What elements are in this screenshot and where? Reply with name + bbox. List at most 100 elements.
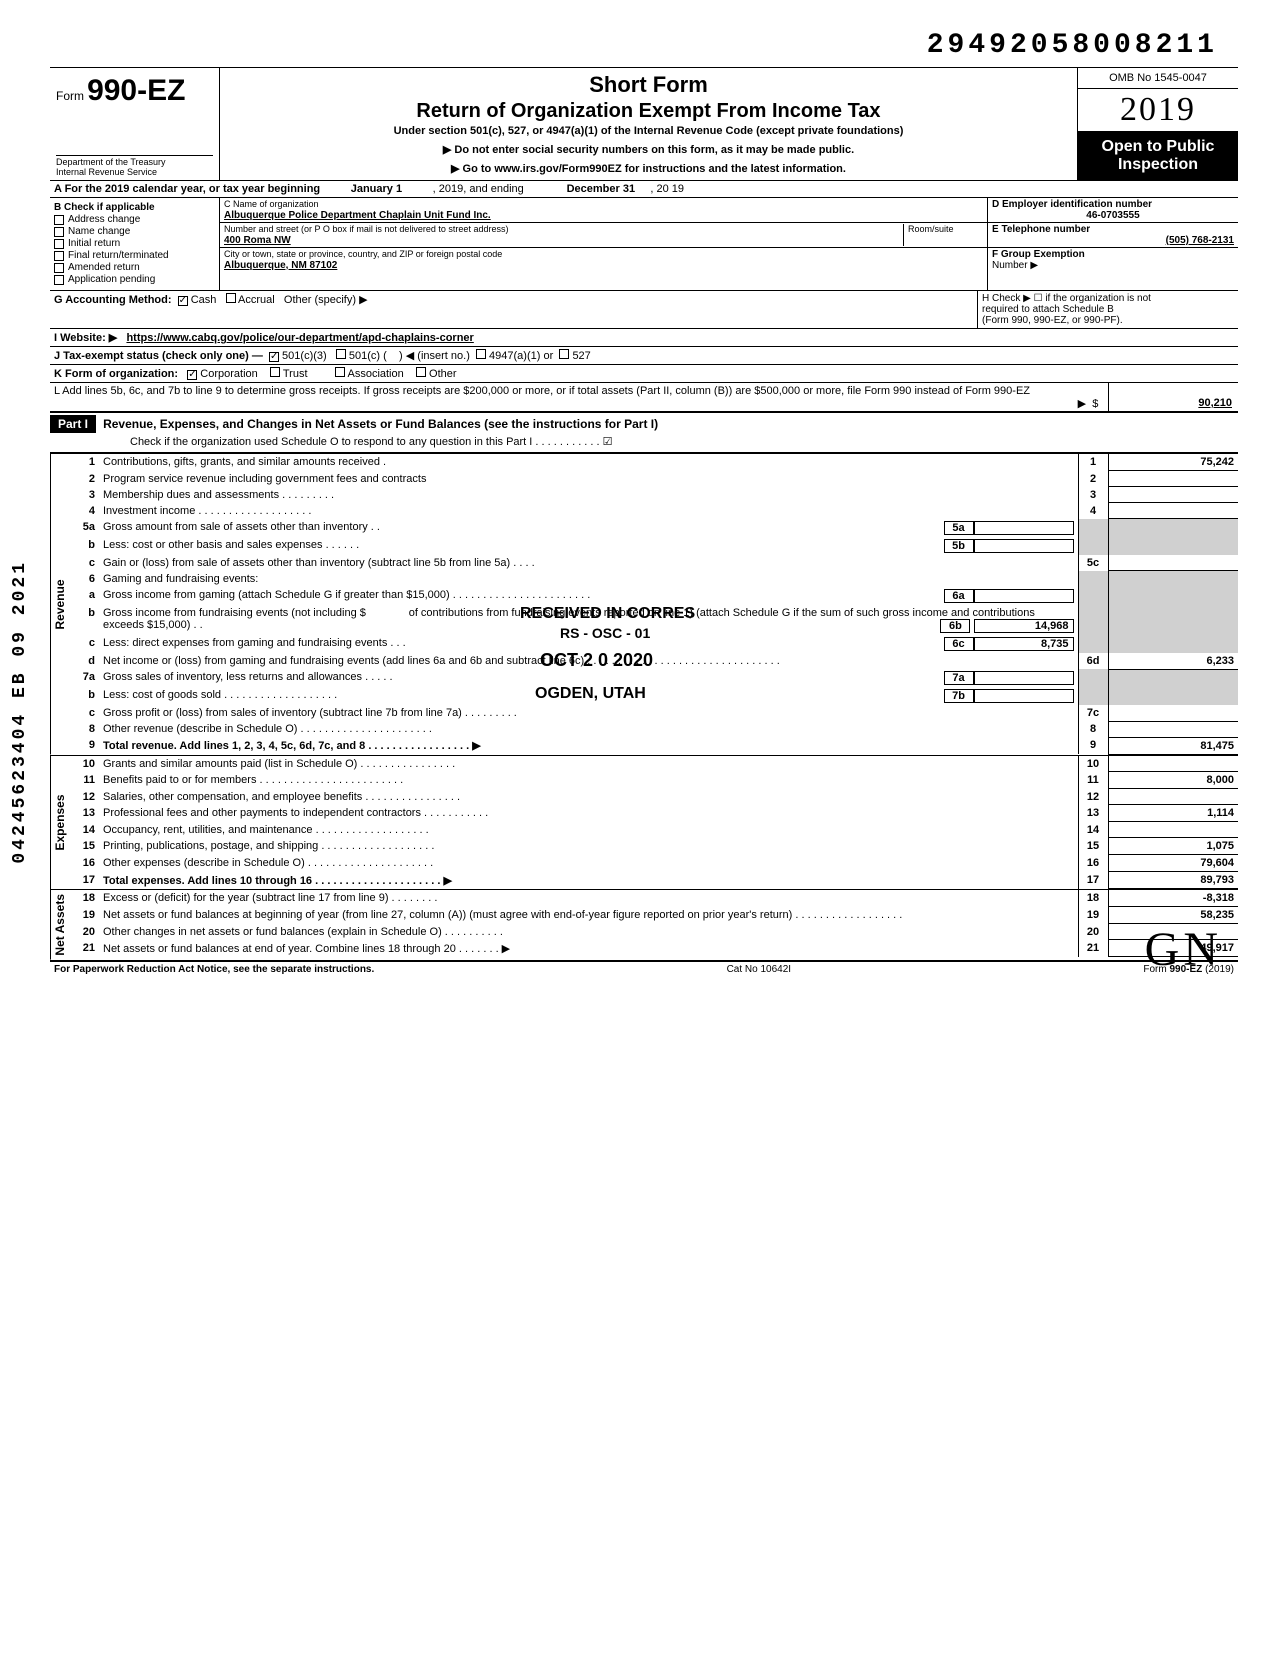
line6-text: Gaming and fundraising events: — [99, 571, 1078, 587]
line2-ln: 2 — [1078, 471, 1108, 487]
insert-no: ) ◀ (insert no.) — [399, 350, 470, 362]
chk-501c[interactable] — [336, 349, 346, 359]
header-left: Form 990-EZ Department of the Treasury I… — [50, 68, 220, 180]
line9-amt: 81,475 — [1108, 737, 1238, 754]
line5b-text: Less: cost or other basis and sales expe… — [103, 539, 944, 553]
chk-address-change[interactable]: Address change — [54, 214, 215, 225]
line5b-iamt — [974, 539, 1074, 553]
line6c-iln: 6c — [944, 637, 974, 651]
trust-label: Trust — [283, 368, 308, 380]
chk-corp[interactable] — [187, 370, 197, 380]
return-title: Return of Organization Exempt From Incom… — [228, 100, 1069, 123]
chk-pending[interactable]: Application pending — [54, 274, 215, 285]
line8-text: Other revenue (describe in Schedule O) .… — [99, 721, 1078, 737]
col-b: B Check if applicable Address change Nam… — [50, 198, 220, 290]
h-line2: required to attach Schedule B — [982, 304, 1234, 315]
footer-mid: Cat No 10642I — [727, 964, 792, 975]
chk-other-org[interactable] — [416, 367, 426, 377]
line17-text: Total expenses. Add lines 10 through 16 … — [103, 875, 452, 887]
line1-text: Contributions, gifts, grants, and simila… — [99, 454, 1078, 471]
revenue-section: Revenue 1Contributions, gifts, grants, a… — [50, 453, 1238, 755]
l-text: L Add lines 5b, 6c, and 7b to line 9 to … — [50, 383, 1068, 411]
line7a-text: Gross sales of inventory, less returns a… — [103, 671, 944, 685]
netassets-section: Net Assets 18Excess or (deficit) for the… — [50, 889, 1238, 961]
form-name: 990-EZ — [87, 74, 185, 107]
e-label: E Telephone number — [992, 224, 1090, 235]
line7b-text: Less: cost of goods sold . . . . . . . .… — [103, 689, 944, 703]
chk-4947[interactable] — [476, 349, 486, 359]
form-prefix: Form — [56, 89, 84, 103]
col-def: D Employer identification number 46-0703… — [988, 198, 1238, 290]
line8-ln: 8 — [1078, 721, 1108, 737]
vert-stamp: 04245623404 EB 09 2021 — [10, 560, 30, 864]
omb-number: OMB No 1545-0047 — [1078, 68, 1238, 89]
line20-text: Other changes in net assets or fund bala… — [99, 924, 1078, 940]
line6a-iamt — [974, 589, 1074, 603]
line17-ln: 17 — [1078, 872, 1108, 889]
row-l: L Add lines 5b, 6c, and 7b to line 9 to … — [50, 383, 1238, 412]
expenses-table: 10Grants and similar amounts paid (list … — [69, 756, 1238, 890]
signature-initials: G N — [1145, 922, 1218, 977]
row-a-end: December 31 — [567, 183, 636, 195]
line19-text: Net assets or fund balances at beginning… — [99, 907, 1078, 924]
line12-text: Salaries, other compensation, and employ… — [99, 789, 1078, 805]
chk-527[interactable] — [559, 349, 569, 359]
line6c-text: Less: direct expenses from gaming and fu… — [103, 637, 944, 651]
line13-ln: 13 — [1078, 805, 1108, 822]
dept-irs: Internal Revenue Service — [56, 168, 213, 178]
line7a-iln: 7a — [944, 671, 974, 685]
line15-text: Printing, publications, postage, and shi… — [99, 838, 1078, 855]
under-section: Under section 501(c), 527, or 4947(a)(1)… — [228, 125, 1069, 137]
l-amount: 90,210 — [1108, 383, 1238, 411]
chk-label-5: Application pending — [68, 274, 155, 285]
chk-initial-return[interactable]: Initial return — [54, 238, 215, 249]
line11-amt: 8,000 — [1108, 772, 1238, 789]
g-label: G Accounting Method: — [54, 294, 172, 306]
revenue-table: 1Contributions, gifts, grants, and simil… — [69, 454, 1238, 755]
page-footer: For Paperwork Reduction Act Notice, see … — [50, 961, 1238, 977]
chk-final-return[interactable]: Final return/terminated — [54, 250, 215, 261]
line8-amt — [1108, 721, 1238, 737]
phone: (505) 768-2131 — [992, 235, 1234, 246]
line5c-ln: 5c — [1078, 555, 1108, 571]
4947-label: 4947(a)(1) or — [489, 350, 553, 362]
line4-ln: 4 — [1078, 503, 1108, 519]
line6c-iamt: 8,735 — [974, 637, 1074, 651]
line14-amt — [1108, 822, 1238, 838]
chk-amended[interactable]: Amended return — [54, 262, 215, 273]
open-line1: Open to Public — [1080, 138, 1236, 156]
accrual-label: Accrual — [238, 294, 275, 306]
chk-label-1: Name change — [68, 226, 130, 237]
line19-ln: 19 — [1078, 907, 1108, 924]
chk-name-change[interactable]: Name change — [54, 226, 215, 237]
chk-cash[interactable] — [178, 296, 188, 306]
line18-amt: -8,318 — [1108, 890, 1238, 907]
line12-ln: 12 — [1078, 789, 1108, 805]
line13-amt: 1,114 — [1108, 805, 1238, 822]
line20-ln: 20 — [1078, 924, 1108, 940]
dept-block: Department of the Treasury Internal Reve… — [56, 155, 213, 178]
footer-left: For Paperwork Reduction Act Notice, see … — [54, 964, 374, 975]
chk-trust[interactable] — [270, 367, 280, 377]
line7c-text: Gross profit or (loss) from sales of inv… — [99, 705, 1078, 721]
other-org-label: Other — [429, 368, 457, 380]
part-i-check: Check if the organization used Schedule … — [50, 433, 1238, 450]
chk-501c3[interactable] — [269, 352, 279, 362]
short-form-title: Short Form — [228, 72, 1069, 98]
chk-assoc[interactable] — [335, 367, 345, 377]
line6a-iln: 6a — [944, 589, 974, 603]
part-i-header: Part I Revenue, Expenses, and Changes in… — [50, 412, 1238, 453]
line13-text: Professional fees and other payments to … — [99, 805, 1078, 822]
h-line3: (Form 990, 990-EZ, or 990-PF). — [982, 315, 1234, 326]
line14-text: Occupancy, rent, utilities, and maintena… — [99, 822, 1078, 838]
chk-accrual[interactable] — [226, 293, 236, 303]
row-a-mid: , 2019, and ending — [433, 183, 524, 195]
row-a: A For the 2019 calendar year, or tax yea… — [50, 181, 1238, 198]
ssn-note: ▶ Do not enter social security numbers o… — [228, 143, 1069, 156]
line15-amt: 1,075 — [1108, 838, 1238, 855]
block-bcdef: B Check if applicable Address change Nam… — [50, 198, 1238, 291]
form-header: Form 990-EZ Department of the Treasury I… — [50, 67, 1238, 181]
ein: 46-0703555 — [992, 210, 1234, 221]
line6b-iamt: 14,968 — [974, 619, 1074, 633]
line6b-iln: 6b — [940, 619, 970, 633]
